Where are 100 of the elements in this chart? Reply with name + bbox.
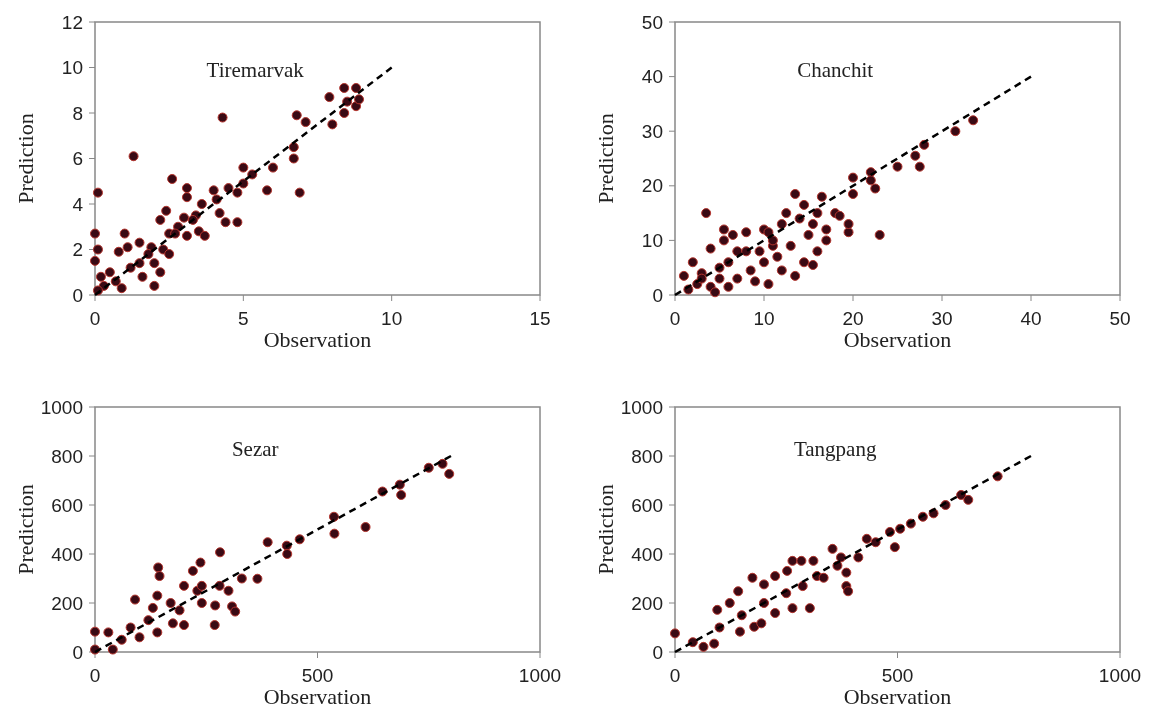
point — [130, 594, 141, 605]
point — [328, 511, 339, 522]
y-tick-label: 0 — [72, 284, 83, 306]
y-axis-title: Prediction — [13, 484, 38, 575]
y-tick-label: 4 — [72, 193, 84, 215]
point — [196, 580, 207, 591]
y-tick-label: 600 — [631, 494, 663, 516]
point — [209, 620, 220, 631]
point — [147, 602, 158, 613]
y-tick-label: 0 — [652, 284, 663, 306]
y-tick-label: 200 — [631, 592, 663, 614]
point — [396, 489, 407, 500]
x-tick-label: 1000 — [518, 665, 562, 686]
x-tick-label: 10 — [381, 308, 403, 329]
point — [262, 537, 273, 548]
y-tick-label: 10 — [61, 57, 83, 79]
y-axis-title: Prediction — [593, 484, 618, 575]
x-tick-label: 500 — [301, 665, 334, 686]
y-tick-label: 8 — [72, 102, 83, 124]
text: Tangpang — [793, 437, 877, 461]
point — [437, 458, 448, 469]
y-tick-label: 200 — [51, 592, 83, 614]
point — [670, 628, 680, 639]
y-tick-label: 50 — [641, 11, 663, 33]
y-tick-label: 800 — [631, 445, 663, 467]
point — [787, 555, 798, 566]
point — [733, 586, 744, 597]
x-tick-label: 20 — [842, 308, 864, 329]
point — [167, 618, 178, 629]
y-tick-label: 400 — [51, 543, 83, 565]
point — [223, 585, 234, 596]
point — [282, 549, 293, 559]
point — [195, 557, 206, 568]
point — [861, 533, 872, 544]
y-tick-label: 400 — [631, 543, 663, 565]
point — [187, 565, 198, 576]
y-tick-label: 6 — [72, 148, 83, 170]
point — [797, 581, 808, 592]
point — [841, 567, 852, 578]
x-tick-label: 0 — [89, 308, 101, 329]
y-tick-label: 1000 — [40, 396, 83, 418]
point — [747, 572, 758, 583]
x-axis-title: Observation — [843, 327, 952, 352]
x-tick-label: 50 — [1109, 308, 1131, 329]
x-tick-label: 40 — [1020, 308, 1042, 329]
point — [782, 565, 793, 576]
point — [843, 586, 854, 597]
point — [90, 626, 100, 637]
point — [963, 494, 974, 505]
point — [889, 542, 900, 553]
x-tick-label: 10 — [753, 308, 775, 329]
x-axis-title: Observation — [263, 684, 372, 709]
point — [179, 620, 189, 631]
point — [827, 543, 838, 554]
x-tick-label: 0 — [669, 665, 681, 686]
point — [360, 522, 371, 533]
point — [103, 627, 114, 638]
point — [804, 603, 815, 614]
x-tick-label: 15 — [529, 308, 551, 329]
y-tick-label: 2 — [72, 239, 83, 261]
x-tick-label: 500 — [881, 665, 914, 686]
x-tick-label: 1000 — [1098, 665, 1142, 686]
y-tick-label: 0 — [72, 641, 83, 663]
y-tick-label: 20 — [641, 175, 663, 197]
y-tick-label: 10 — [641, 230, 663, 252]
y-axis-title: Prediction — [593, 113, 618, 204]
point — [770, 571, 781, 582]
point — [770, 608, 781, 619]
point — [125, 622, 136, 633]
point — [210, 600, 221, 611]
point — [818, 572, 829, 583]
point — [107, 644, 118, 655]
x-axis-title: Observation — [843, 684, 952, 709]
point — [154, 571, 165, 582]
y-tick-label: 0 — [652, 641, 663, 663]
x-axis-title: Observation — [263, 327, 372, 352]
point — [252, 573, 263, 584]
y-tick-label: 12 — [61, 11, 83, 33]
y-axis-title: Prediction — [13, 113, 38, 204]
point — [759, 579, 769, 590]
y-tick-label: 30 — [641, 120, 663, 142]
x-tick-label: 5 — [238, 308, 249, 329]
point — [165, 598, 176, 608]
x-tick-label: 30 — [931, 308, 953, 329]
point — [698, 641, 709, 652]
y-tick-label: 800 — [51, 445, 83, 467]
y-tick-label: 600 — [51, 494, 83, 516]
text: Sezar — [231, 437, 279, 461]
point — [152, 590, 163, 601]
point — [756, 618, 767, 629]
text: Tiremarvak — [206, 57, 305, 82]
x-tick-label: 0 — [89, 665, 101, 686]
point — [444, 468, 455, 479]
y-tick-label: 1000 — [620, 396, 663, 418]
point — [329, 528, 340, 539]
point — [709, 638, 720, 649]
text: Chanchit — [797, 57, 874, 82]
y-tick-label: 40 — [641, 66, 663, 88]
point — [835, 552, 846, 563]
point — [134, 632, 145, 643]
